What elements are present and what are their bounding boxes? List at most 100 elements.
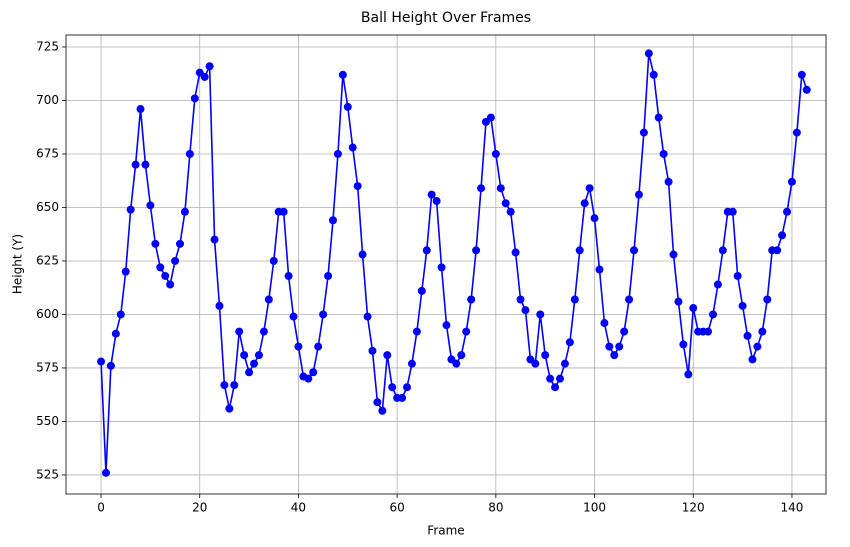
data-point (644, 49, 653, 58)
data-point (101, 468, 110, 477)
data-point (797, 70, 806, 79)
data-point (166, 280, 175, 289)
data-point (250, 359, 259, 368)
data-point (348, 143, 357, 152)
data-point (333, 149, 342, 158)
x-tick-label: 60 (390, 501, 405, 515)
data-point (625, 295, 634, 304)
data-point (121, 267, 130, 276)
x-tick-label: 0 (97, 501, 105, 515)
data-line (100, 53, 808, 473)
y-tick-label: 525 (36, 467, 59, 481)
data-point (437, 263, 446, 272)
data-point (269, 256, 278, 265)
data-point (215, 301, 224, 310)
data-point (432, 197, 441, 206)
data-point (126, 205, 135, 214)
data-point (200, 72, 209, 81)
data-point (556, 374, 564, 383)
data-point (324, 271, 333, 280)
data-point (363, 312, 372, 321)
data-point (205, 62, 214, 71)
data-point (551, 383, 560, 392)
data-point (565, 338, 574, 347)
data-point (615, 342, 624, 351)
data-point (620, 327, 629, 336)
x-tick-label: 20 (192, 501, 207, 515)
data-point (230, 381, 239, 390)
data-point (314, 342, 323, 351)
data-point (185, 149, 194, 158)
y-tick-label: 625 (36, 253, 59, 267)
data-point (220, 381, 229, 390)
data-point (146, 201, 155, 210)
data-point (254, 351, 263, 360)
data-point (373, 398, 382, 407)
data-point (684, 370, 693, 379)
data-point (472, 246, 481, 255)
data-point (639, 128, 648, 137)
data-point (704, 327, 713, 336)
data-point (753, 342, 762, 351)
data-point (338, 70, 347, 79)
data-point (486, 113, 495, 122)
data-point (630, 246, 639, 255)
data-point (378, 406, 387, 415)
data-point (383, 351, 392, 360)
data-point (161, 271, 170, 280)
data-point (176, 239, 184, 248)
data-point (294, 342, 303, 351)
data-point (659, 149, 668, 158)
data-point (131, 160, 140, 169)
data-point (506, 207, 515, 216)
data-point (521, 306, 530, 315)
data-point (496, 184, 505, 193)
data-point (180, 207, 189, 216)
data-point (546, 374, 555, 383)
data-point (136, 105, 145, 114)
data-point (141, 160, 150, 169)
data-point (477, 184, 486, 193)
data-point (792, 128, 801, 137)
x-tick-label: 40 (291, 501, 306, 515)
data-point (398, 393, 407, 402)
data-point (407, 359, 416, 368)
data-point (156, 263, 165, 272)
data-point (570, 295, 579, 304)
data-point (511, 248, 520, 257)
data-point (259, 327, 268, 336)
y-tick-label: 700 (36, 93, 59, 107)
data-point (284, 271, 293, 280)
y-axis-label: Height (Y) (11, 234, 25, 294)
data-point (536, 310, 545, 319)
data-point (353, 182, 362, 191)
x-tick-label: 140 (780, 501, 803, 515)
data-point (585, 184, 594, 193)
x-tick-label: 100 (583, 501, 606, 515)
x-tick-label: 80 (488, 501, 503, 515)
data-point (595, 265, 604, 274)
data-point (368, 346, 377, 355)
data-point (610, 351, 619, 360)
data-point (343, 102, 352, 111)
data-point (649, 70, 658, 79)
data-point (442, 321, 451, 330)
y-tick-label: 650 (36, 200, 59, 214)
data-point (738, 301, 747, 310)
data-point (718, 246, 727, 255)
data-point (467, 295, 476, 304)
data-point (328, 216, 337, 225)
plot-frame (65, 34, 827, 495)
data-point (778, 231, 787, 240)
data-point (728, 207, 737, 216)
data-point (111, 329, 120, 338)
data-point (279, 207, 288, 216)
data-point (97, 357, 106, 366)
data-point (210, 235, 219, 244)
data-point (412, 327, 421, 336)
y-tick-label: 600 (36, 307, 59, 321)
data-point (733, 271, 742, 280)
data-point (743, 331, 752, 340)
data-point (541, 351, 550, 360)
